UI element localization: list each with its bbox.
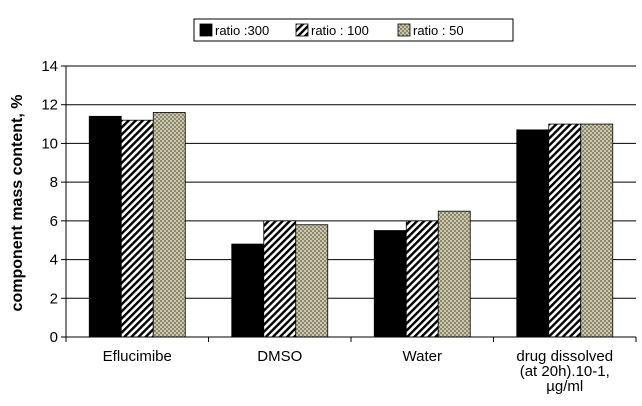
y-axis-label: component mass content, % <box>9 95 26 312</box>
y-tick-label: 4 <box>50 252 58 269</box>
x-tick-label-line: DMSO <box>257 348 302 365</box>
bar <box>437 210 471 338</box>
bar <box>373 230 407 338</box>
y-tick-label: 14 <box>41 58 58 75</box>
bar <box>231 243 265 338</box>
legend-label: ratio : 50 <box>413 23 464 38</box>
bar <box>295 224 329 338</box>
legend-frame <box>193 18 514 42</box>
x-tick-label: Eflucimibe <box>103 348 172 365</box>
y-tick-label: 6 <box>50 213 58 230</box>
bar <box>263 220 297 338</box>
legend-label: ratio : 100 <box>311 23 369 38</box>
legend-swatch <box>199 23 213 37</box>
x-tick-label-line: (at 20h).10-1, <box>520 363 610 380</box>
y-tick-label: 12 <box>41 97 58 114</box>
bar <box>580 123 614 338</box>
x-tick-label: Water <box>403 348 442 365</box>
bar <box>120 119 154 338</box>
bar <box>548 123 582 338</box>
x-tick-label: DMSO <box>257 348 302 365</box>
y-tick-label: 10 <box>41 135 58 152</box>
x-tick-label: drug dissolved (at 20h).10-1, µg/ml <box>516 348 613 395</box>
bar <box>88 115 122 338</box>
y-tick-label: 0 <box>50 329 58 346</box>
y-tick-label: 2 <box>50 290 58 307</box>
bars <box>88 112 614 338</box>
legend-label: ratio :300 <box>215 23 269 38</box>
x-tick-label-line: Eflucimibe <box>103 348 172 365</box>
bar <box>152 112 186 338</box>
legend-swatch <box>397 23 411 37</box>
x-tick-label-line: Water <box>403 348 442 365</box>
legend: ratio :300 ratio : 100 ratio : 50 <box>193 18 514 42</box>
bar <box>516 129 550 338</box>
legend-swatch <box>295 23 309 37</box>
x-tick-label-line: drug dissolved <box>516 348 613 365</box>
y-tick-label: 8 <box>50 174 58 191</box>
bar <box>405 220 439 338</box>
x-axis: Eflucimibe DMSO Water drug dissolved (at 20h… <box>65 336 637 395</box>
x-tick-label-line: µg/ml <box>546 378 583 395</box>
y-axis: 0 2 4 6 8 10 12 14 <box>41 58 67 346</box>
